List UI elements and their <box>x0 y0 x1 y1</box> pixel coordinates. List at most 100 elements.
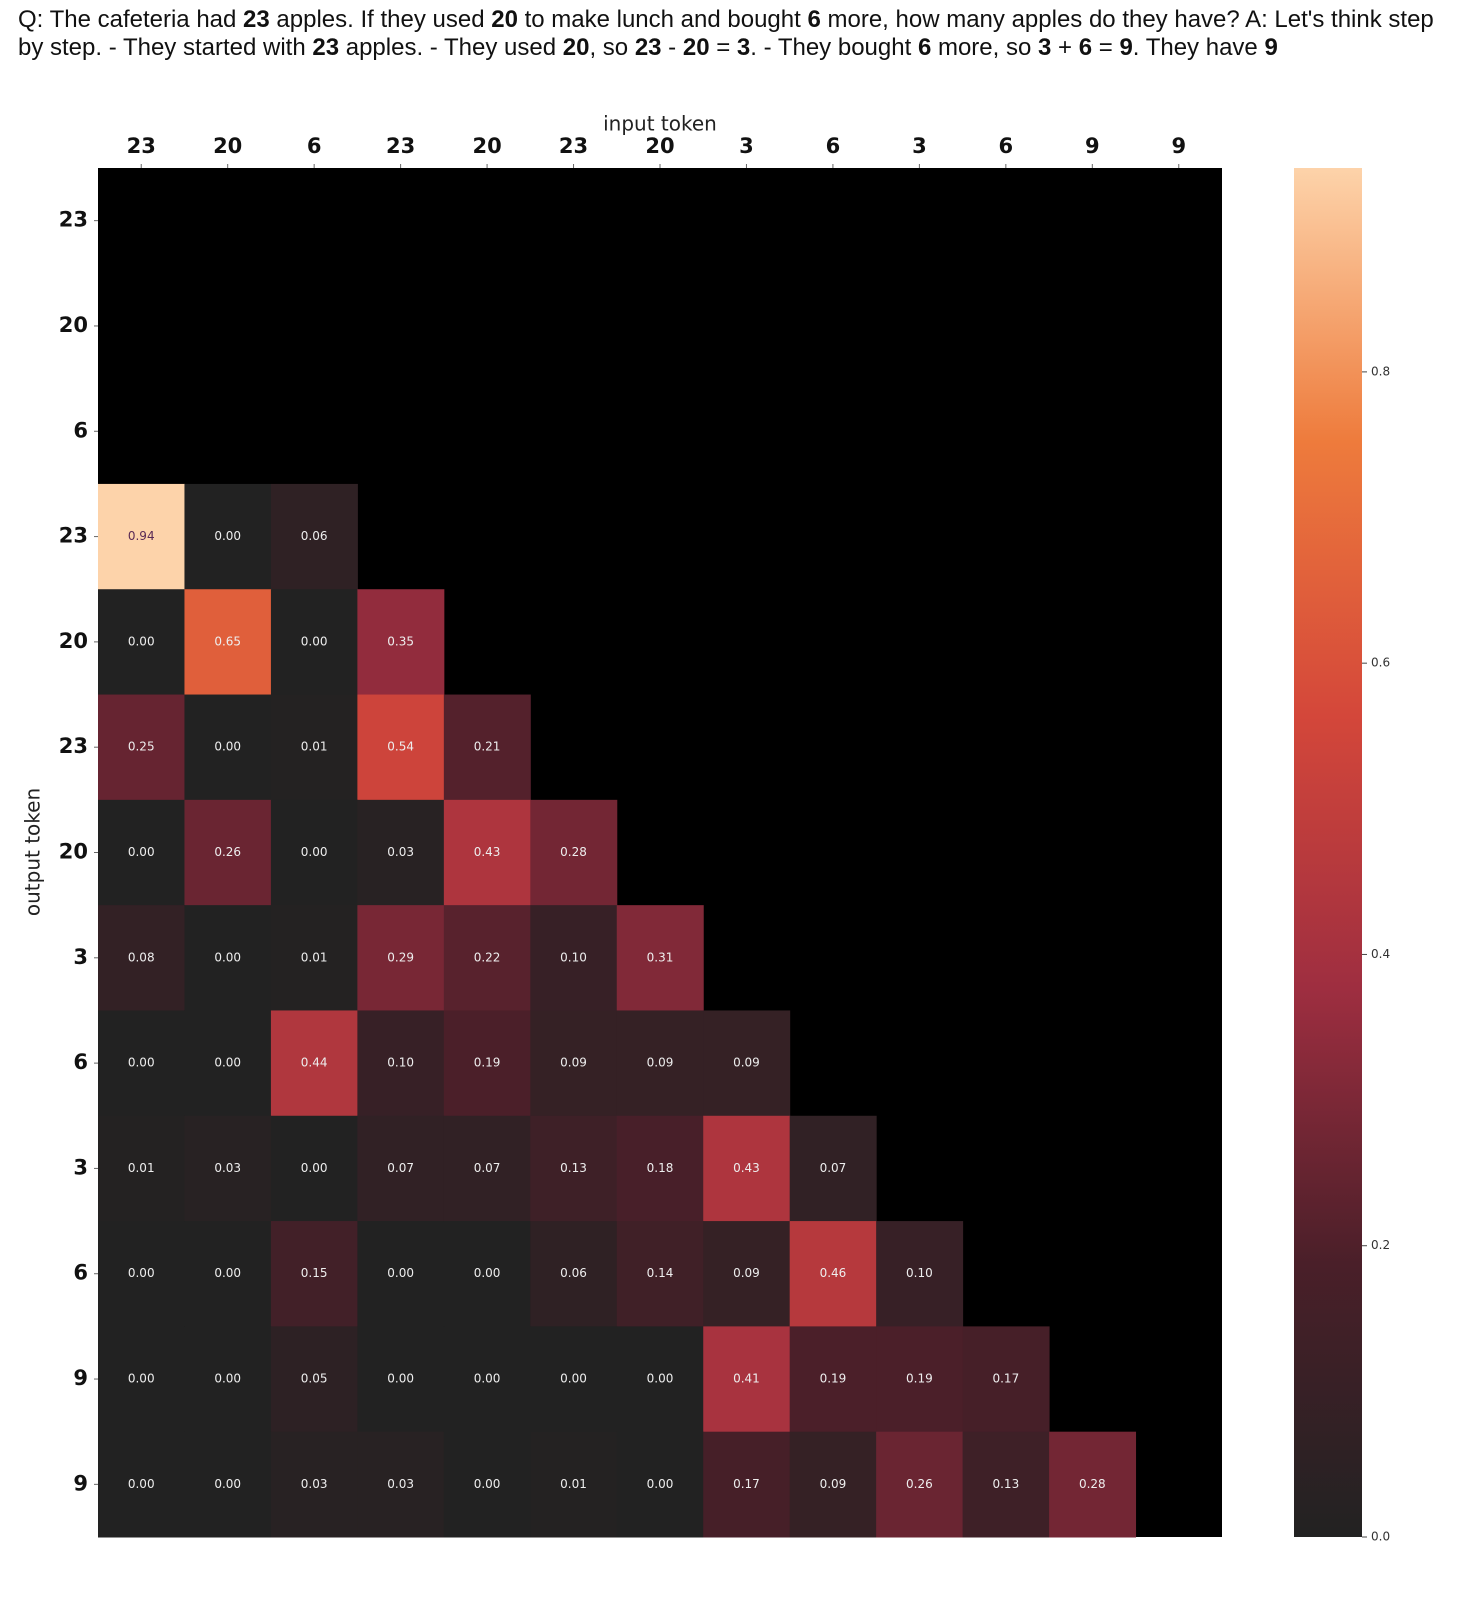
title-text: more, how many apples do they have? A: L… <box>18 6 1434 61</box>
heatmap-cell <box>184 1115 272 1222</box>
title-number: 6 <box>807 6 821 33</box>
heatmap-cell <box>270 905 358 1011</box>
cell-label: 0.31 <box>647 950 674 964</box>
heatmap-cell <box>530 1326 618 1433</box>
heatmap-cell <box>789 1326 877 1433</box>
heatmap-cell <box>443 1326 531 1433</box>
y-tick-label: 23 <box>59 524 88 548</box>
x-tick-label: 23 <box>559 134 588 158</box>
heatmap-cell <box>98 589 185 696</box>
cell-label: 0.00 <box>128 634 155 648</box>
x-tick-label: 6 <box>826 134 841 158</box>
title-number: 6 <box>1078 34 1093 61</box>
heatmap-cell <box>98 1115 185 1222</box>
cell-label: 0.19 <box>474 1056 501 1070</box>
y-tick-label: 23 <box>59 208 88 232</box>
title-number: 23 <box>634 34 662 61</box>
cell-label: 0.09 <box>733 1056 760 1070</box>
y-tick-label: 9 <box>73 1366 88 1390</box>
y-tick-label: 6 <box>73 1050 88 1074</box>
cell-label: 0.14 <box>647 1266 674 1280</box>
title-number: 6 <box>917 34 932 61</box>
heatmap-cell <box>530 1115 618 1222</box>
cell-label: 0.00 <box>647 1477 674 1491</box>
cell-label: 0.09 <box>560 1056 587 1070</box>
heatmap-cell <box>443 1115 531 1222</box>
x-tick-label: 9 <box>1085 134 1100 158</box>
cell-label: 0.00 <box>301 634 328 648</box>
heatmap-cell <box>357 1431 445 1538</box>
cell-label: 0.00 <box>214 1266 241 1280</box>
y-tick-label: 20 <box>59 313 88 337</box>
title-text: - <box>661 34 683 61</box>
cell-label: 0.22 <box>474 950 501 964</box>
cell-label: 0.05 <box>301 1372 328 1386</box>
heatmap-cell <box>184 1010 272 1117</box>
cell-label: 0.01 <box>301 740 328 754</box>
cell-label: 0.00 <box>214 740 241 754</box>
cell-label: 0.01 <box>560 1477 587 1491</box>
cell-label: 0.15 <box>301 1266 328 1280</box>
cell-label: 0.06 <box>560 1266 587 1280</box>
heatmap-cell <box>443 799 531 906</box>
heatmap-cell <box>876 1431 964 1538</box>
heatmap-cell <box>962 1326 1050 1433</box>
x-tick-label: 9 <box>1171 134 1186 158</box>
cell-label: 0.00 <box>214 1056 241 1070</box>
x-axis-label: input token <box>603 112 717 136</box>
title-number: 23 <box>312 34 340 61</box>
x-tick-label: 23 <box>386 134 415 158</box>
cell-label: 0.29 <box>387 950 414 964</box>
colorbar-tick-label: 0.4 <box>1371 947 1390 961</box>
heatmap-cell <box>616 1431 704 1538</box>
heatmap-cell <box>616 1326 704 1433</box>
cell-label: 0.43 <box>474 845 501 859</box>
heatmap-cell <box>789 1115 877 1222</box>
heatmap-cell <box>876 1221 964 1327</box>
cell-label: 0.13 <box>560 1161 587 1175</box>
cell-label: 0.28 <box>1079 1477 1106 1491</box>
heatmap-cell <box>703 1115 791 1222</box>
heatmap-cell <box>357 589 445 696</box>
cell-label: 0.00 <box>560 1372 587 1386</box>
heatmap-cell <box>98 1221 185 1327</box>
heatmap-cell <box>530 799 618 906</box>
heatmap-cell <box>184 799 272 906</box>
cell-label: 0.00 <box>647 1372 674 1386</box>
heatmap-cell <box>270 1326 358 1433</box>
cell-label: 0.46 <box>820 1266 847 1280</box>
cell-label: 0.94 <box>128 529 155 543</box>
heatmap-cell <box>530 1010 618 1117</box>
title-number: 23 <box>243 6 270 33</box>
heatmap-cell <box>270 1115 358 1222</box>
cell-label: 0.65 <box>214 634 241 648</box>
heatmap-cell <box>98 1431 185 1538</box>
cell-label: 0.00 <box>128 1056 155 1070</box>
cell-label: 0.00 <box>128 845 155 859</box>
cell-label: 0.13 <box>992 1477 1019 1491</box>
cell-label: 0.19 <box>820 1372 847 1386</box>
x-tick-label: 3 <box>739 134 754 158</box>
x-tick-label: 20 <box>645 134 674 158</box>
title-text: apples. - They used <box>339 34 563 61</box>
heatmap-cell <box>357 694 445 801</box>
title-text: = <box>1092 34 1120 61</box>
heatmap-cell <box>443 1431 531 1538</box>
heatmap-cell <box>616 1010 704 1117</box>
title-number: 20 <box>491 6 518 33</box>
cell-label: 0.06 <box>301 529 328 543</box>
cell-label: 0.44 <box>301 1056 328 1070</box>
colorbar <box>1294 168 1362 1537</box>
cell-label: 0.35 <box>387 634 414 648</box>
heatmap-cell <box>184 1221 272 1327</box>
x-tick-label: 20 <box>213 134 242 158</box>
heatmap-cell <box>270 589 358 696</box>
y-tick-label: 6 <box>73 418 88 442</box>
cell-label: 0.01 <box>128 1161 155 1175</box>
cell-label: 0.00 <box>214 1477 241 1491</box>
cell-label: 0.00 <box>474 1477 501 1491</box>
y-tick-label: 20 <box>59 629 88 653</box>
title-number: 9 <box>1119 34 1133 61</box>
cell-label: 0.08 <box>128 950 155 964</box>
colorbar-tick-label: 0.0 <box>1371 1530 1390 1544</box>
